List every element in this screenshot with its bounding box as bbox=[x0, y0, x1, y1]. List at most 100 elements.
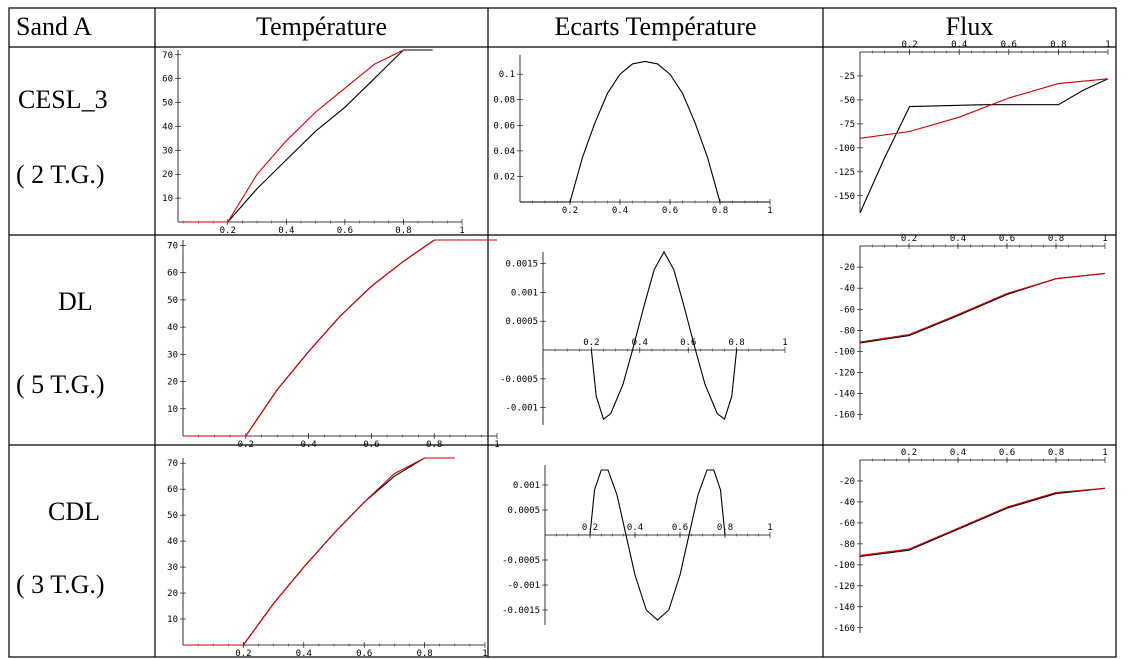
series-line bbox=[859, 272, 1106, 343]
y-tick-label: 0.04 bbox=[493, 147, 515, 157]
series-line bbox=[589, 469, 726, 621]
chart-panel: 0.2 0.4 0.6 0.8 1 0.001 0.0005 -0.0005 -0.001 -0.… bbox=[502, 465, 773, 625]
x-tick-label: 0.6 bbox=[356, 649, 372, 659]
x-tick-label: 0.6 bbox=[999, 234, 1015, 244]
x-tick-label: 0.4 bbox=[632, 338, 648, 348]
y-tick-label: -20 bbox=[839, 263, 855, 273]
x-tick-label: 0.2 bbox=[901, 40, 917, 50]
y-tick-label: 20 bbox=[162, 170, 173, 180]
header-flux: Flux bbox=[945, 12, 994, 41]
x-tick-label: 0.8 bbox=[717, 523, 733, 533]
x-tick-label: 1 bbox=[1105, 40, 1110, 50]
y-tick-label: 50 bbox=[167, 296, 178, 306]
y-tick-label: 10 bbox=[162, 194, 173, 204]
x-tick-label: 0.4 bbox=[296, 649, 312, 659]
x-tick-label: 0.4 bbox=[300, 440, 316, 450]
x-tick-label: 0.4 bbox=[951, 40, 967, 50]
y-tick-label: 20 bbox=[167, 589, 178, 599]
x-tick-label: 0.2 bbox=[235, 649, 251, 659]
x-tick-label: 0.2 bbox=[901, 234, 917, 244]
y-tick-label: -100 bbox=[833, 144, 855, 154]
x-tick-label: 0.8 bbox=[426, 440, 442, 450]
y-tick-label: 50 bbox=[167, 511, 178, 521]
y-tick-label: -80 bbox=[839, 326, 855, 336]
x-tick-label: 0.6 bbox=[662, 206, 678, 216]
y-tick-label: 30 bbox=[167, 350, 178, 360]
y-tick-label: 0.0015 bbox=[505, 260, 538, 270]
series-line bbox=[859, 272, 1106, 344]
x-tick-label: 0.4 bbox=[950, 234, 966, 244]
x-tick-label: 0.4 bbox=[950, 448, 966, 458]
x-tick-label: 0.8 bbox=[1048, 234, 1064, 244]
x-tick-label: 0.6 bbox=[999, 448, 1015, 458]
y-tick-label: -40 bbox=[839, 284, 855, 294]
y-tick-label: 0.001 bbox=[511, 288, 538, 298]
y-tick-label: -140 bbox=[833, 603, 855, 613]
x-tick-label: 0.4 bbox=[612, 206, 628, 216]
y-tick-label: 0.08 bbox=[493, 96, 515, 106]
y-tick-label: -150 bbox=[833, 192, 855, 202]
y-tick-label: 60 bbox=[167, 485, 178, 495]
x-tick-label: 0.4 bbox=[278, 226, 294, 236]
x-tick-label: 0.8 bbox=[1048, 448, 1064, 458]
y-tick-label: 30 bbox=[167, 563, 178, 573]
y-tick-label: 70 bbox=[167, 241, 178, 251]
x-tick-label: 0.6 bbox=[363, 440, 379, 450]
y-tick-label: -120 bbox=[833, 369, 855, 379]
x-tick-label: 1 bbox=[482, 649, 487, 659]
y-tick-label: 70 bbox=[167, 459, 178, 469]
y-tick-label: -25 bbox=[839, 72, 855, 82]
y-tick-label: 0.0005 bbox=[507, 506, 540, 516]
series-line bbox=[590, 250, 738, 421]
y-tick-label: 50 bbox=[162, 99, 173, 109]
x-tick-label: 0.4 bbox=[627, 523, 643, 533]
header-ecarts-temperature: Ecarts Température bbox=[554, 12, 757, 41]
row-method-cdl: CDL bbox=[48, 497, 100, 526]
y-tick-label: -100 bbox=[833, 561, 855, 571]
y-tick-label: 0.1 bbox=[499, 70, 515, 80]
y-tick-label: -60 bbox=[839, 305, 855, 315]
y-tick-label: 40 bbox=[167, 323, 178, 333]
x-tick-label: 0.8 bbox=[1050, 40, 1066, 50]
series-line bbox=[183, 49, 404, 223]
y-tick-label: -160 bbox=[833, 624, 855, 634]
series-line bbox=[183, 457, 455, 646]
chart-panel: 0.2 0.4 0.6 0.8 1 -25 -50 -75 -100 -125 -150 bbox=[833, 40, 1111, 214]
series-line bbox=[183, 239, 497, 437]
x-tick-label: 1 bbox=[1102, 448, 1107, 458]
y-tick-label: -60 bbox=[839, 519, 855, 529]
y-tick-label: 60 bbox=[162, 75, 173, 85]
series-line bbox=[183, 239, 497, 437]
x-tick-label: 1 bbox=[782, 338, 787, 348]
y-tick-label: 10 bbox=[167, 615, 178, 625]
y-tick-label: -40 bbox=[839, 498, 855, 508]
y-tick-label: -100 bbox=[833, 347, 855, 357]
row-method-dl: DL bbox=[58, 287, 93, 316]
y-tick-label: 0.02 bbox=[493, 172, 515, 182]
y-tick-label: -160 bbox=[833, 411, 855, 421]
row-method-cesl3: CESL_3 bbox=[18, 85, 108, 114]
y-tick-label: -0.0005 bbox=[502, 556, 540, 566]
x-tick-label: 0.6 bbox=[1001, 40, 1017, 50]
chart-panel: 0.2 0.4 0.6 0.8 1 10 20 30 40 50 60 70 bbox=[162, 49, 465, 236]
x-tick-label: 1 bbox=[459, 226, 464, 236]
x-tick-label: 0.8 bbox=[712, 206, 728, 216]
y-tick-label: -0.0005 bbox=[500, 375, 538, 385]
x-tick-label: 0.6 bbox=[672, 523, 688, 533]
series-line bbox=[859, 487, 1106, 558]
chart-panel: 0.2 0.4 0.6 0.8 1 10 20 30 40 50 60 70 bbox=[167, 457, 488, 659]
chart-panel: 0.2 0.4 0.6 0.8 1 10 20 30 40 50 60 70 bbox=[167, 239, 500, 450]
y-tick-label: 20 bbox=[167, 378, 178, 388]
y-tick-label: -20 bbox=[839, 477, 855, 487]
x-tick-label: 1 bbox=[767, 206, 772, 216]
y-tick-label: 60 bbox=[167, 269, 178, 279]
row-groups-cesl3: ( 2 T.G.) bbox=[16, 160, 105, 189]
y-tick-label: -0.0015 bbox=[502, 606, 540, 616]
x-tick-label: 0.2 bbox=[238, 440, 254, 450]
y-tick-label: 10 bbox=[167, 405, 178, 415]
x-tick-label: 0.8 bbox=[395, 226, 411, 236]
y-tick-label: 70 bbox=[162, 51, 173, 61]
chart-panel: 0.2 0.4 0.6 0.8 1 -20 -40 -60 -80 -100 -120 -140 -16… bbox=[833, 448, 1107, 634]
chart-panel: 0.2 0.4 0.6 0.8 1 0.02 0.04 0.06 0.08 0.1 bbox=[493, 55, 773, 216]
x-tick-label: 0.2 bbox=[901, 448, 917, 458]
